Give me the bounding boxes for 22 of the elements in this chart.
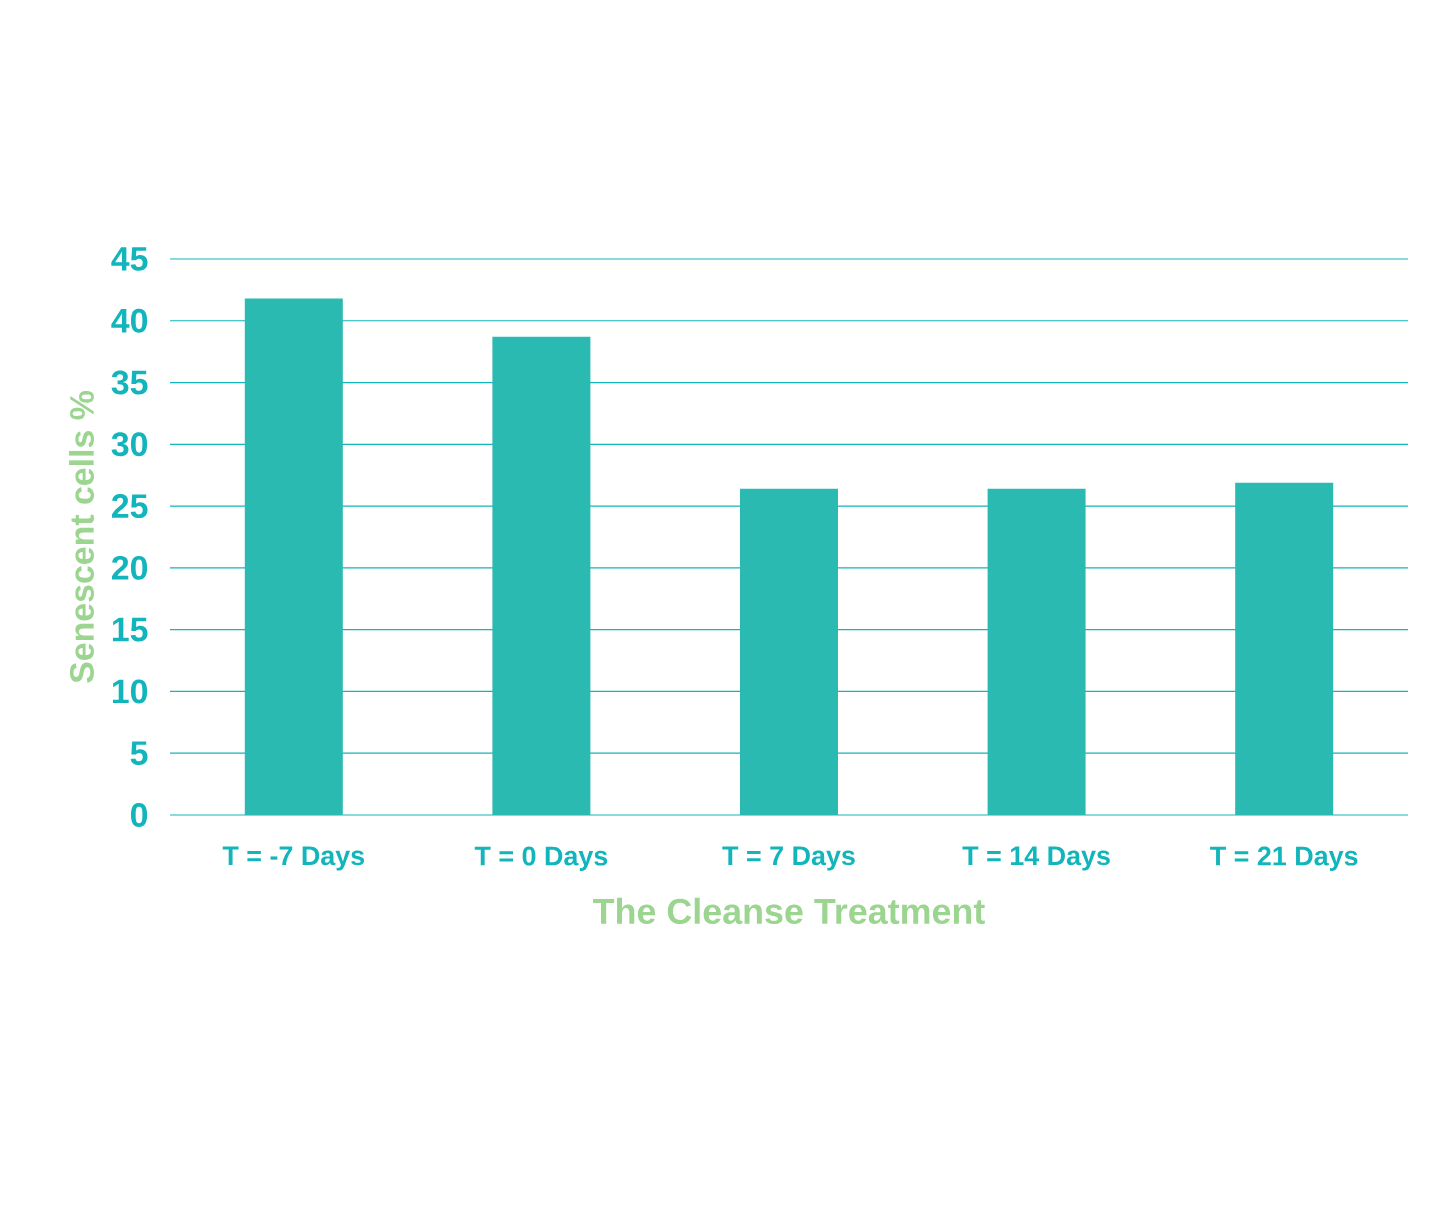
y-tick-label: 0 (130, 803, 148, 827)
x-tick-label: T = 21 Days (1210, 846, 1358, 871)
x-axis-title: The Cleanse Treatment (593, 897, 985, 925)
y-tick-label: 45 (111, 247, 148, 271)
x-tick-label: T = 7 Days (722, 846, 855, 871)
y-tick-label: 30 (111, 432, 148, 457)
bar (739, 488, 838, 815)
y-tick-label: 25 (111, 494, 148, 519)
x-tick-label: T = -7 Days (222, 846, 365, 871)
bar (987, 488, 1086, 815)
y-tick-label: 20 (111, 555, 148, 580)
x-tick-label: T = 0 Days (474, 846, 608, 871)
bar (1235, 482, 1334, 815)
y-tick-label: 15 (112, 617, 148, 642)
y-tick-label: 40 (111, 308, 148, 333)
y-tick-label: 10 (112, 679, 148, 704)
x-tick-label: T = 14 Days (962, 846, 1110, 871)
bar (244, 298, 343, 815)
y-axis-title: Senescent cells % (69, 391, 94, 683)
y-tick-label: 35 (111, 370, 148, 395)
y-tick-label: 5 (130, 741, 148, 766)
bar (492, 336, 591, 815)
